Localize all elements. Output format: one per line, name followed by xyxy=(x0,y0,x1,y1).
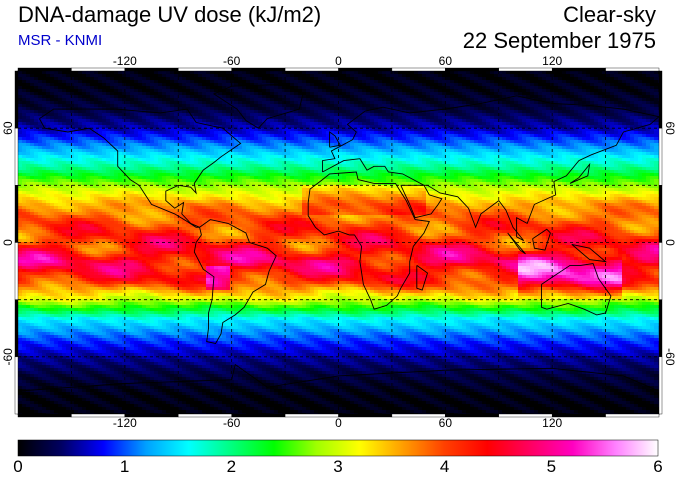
coastline xyxy=(532,228,551,251)
frame-tick xyxy=(14,127,19,186)
lat-tick-label: -60 xyxy=(1,348,15,366)
frame-tick xyxy=(391,67,446,72)
frame-tick xyxy=(14,299,19,358)
lon-tick-label: 0 xyxy=(335,54,342,68)
lat-tick-label: 60 xyxy=(1,121,15,135)
lat-tick-label: 60 xyxy=(663,121,677,135)
frame-tick xyxy=(605,67,660,72)
frame-tick xyxy=(658,356,663,415)
frame-tick xyxy=(658,185,663,243)
lon-tick-label: -60 xyxy=(223,54,241,68)
coastline xyxy=(329,131,342,148)
frame-tick xyxy=(284,67,339,72)
graticule xyxy=(18,71,659,414)
frame-tick xyxy=(14,356,19,415)
lon-tick-label: 60 xyxy=(439,54,453,68)
tick-labels: -120 -120 -60 -60 0 0 60 60 120 120 60 60 0 0 -60 -60 xyxy=(1,54,677,430)
frame-tick xyxy=(605,413,660,418)
coastline xyxy=(400,184,443,219)
source-label: MSR - KNMI xyxy=(18,32,103,49)
coastline xyxy=(212,83,304,129)
frame-tick xyxy=(658,127,663,186)
lon-tick-label: 120 xyxy=(542,416,562,430)
coastline xyxy=(193,219,277,345)
coastlines xyxy=(18,83,659,392)
coastline xyxy=(571,243,608,263)
colorbar-tick-label: 4 xyxy=(439,457,450,476)
frame-tick xyxy=(338,67,393,72)
uv-field xyxy=(18,71,659,414)
frame-tick xyxy=(231,67,286,72)
lat-tick-label: -60 xyxy=(663,348,677,366)
frame-tick xyxy=(71,67,126,72)
lon-tick-label: 60 xyxy=(439,416,453,430)
frame-tick xyxy=(17,413,72,418)
frame-tick xyxy=(445,67,499,72)
frame-tick xyxy=(445,413,499,418)
lat-tick-label: 0 xyxy=(1,239,15,246)
colorbar-tick-label: 5 xyxy=(546,457,557,476)
frame-tick xyxy=(658,242,663,300)
colorbar-tick-label: 6 xyxy=(653,457,663,476)
lat-tick-label: 0 xyxy=(663,239,677,246)
colorbar xyxy=(17,439,659,457)
coastline xyxy=(39,108,242,228)
lon-tick-label: -120 xyxy=(113,416,137,430)
frame-tick xyxy=(17,67,72,72)
frame-tick xyxy=(14,185,19,243)
coastline xyxy=(416,265,429,291)
frame-tick xyxy=(284,413,339,418)
frame-tick xyxy=(178,67,232,72)
colorbar-tick-label: 1 xyxy=(119,457,130,476)
date-label: 22 September 1975 xyxy=(462,28,656,53)
lon-tick-label: 120 xyxy=(542,54,562,68)
frame-ticks xyxy=(14,67,663,418)
lon-tick-label: -120 xyxy=(113,54,137,68)
frame-tick xyxy=(498,67,553,72)
coastline xyxy=(307,171,430,310)
frame-tick xyxy=(551,67,606,72)
frame-tick xyxy=(124,67,179,72)
colorbar-tick-label: 2 xyxy=(226,457,237,476)
lon-tick-label: -60 xyxy=(223,416,241,430)
sky-condition-label: Clear-sky xyxy=(563,2,656,27)
coastline xyxy=(569,162,591,184)
frame-tick xyxy=(338,413,393,418)
lon-tick-label: 0 xyxy=(335,416,342,430)
colorbar-tick-label: 3 xyxy=(333,457,343,476)
colorbar-tick-label: 0 xyxy=(13,457,23,476)
coastline xyxy=(322,95,659,241)
coastline xyxy=(18,363,659,392)
coastline xyxy=(507,232,526,255)
frame-tick xyxy=(391,413,446,418)
frame-tick xyxy=(14,242,19,300)
frame-tick xyxy=(658,70,663,129)
map-title: DNA-damage UV dose (kJ/m2) xyxy=(18,2,322,27)
frame-tick xyxy=(658,299,663,358)
frame-tick xyxy=(14,70,19,129)
coastline xyxy=(541,262,612,316)
